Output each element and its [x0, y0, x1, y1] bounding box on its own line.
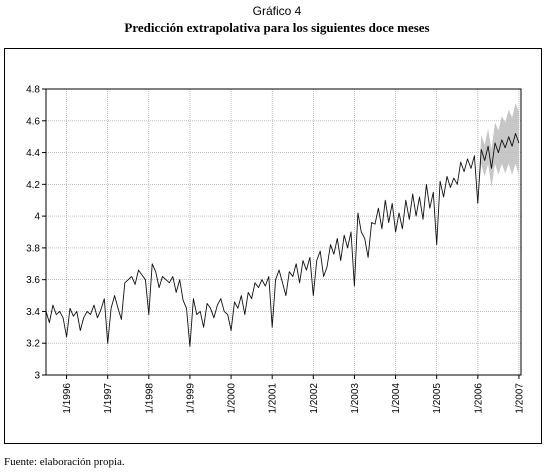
chart-canvas: 33.23.43.63.844.24.44.64.8 1/1996 1/1997 1… [26, 85, 525, 414]
x-tick-label: 1/2004 [391, 383, 402, 414]
y-tick-labels: 3 3.2 3.4 3.6 3.8 4 4.2 4.4 4.6 4.8 [26, 85, 40, 382]
x-tick-labels: 1/1996 1/1997 1/1998 1/1999 1/2000 1/2001 1/20… [62, 383, 525, 414]
x-tick-label: 1/2000 [227, 383, 238, 414]
x-tick-label: 1/1996 [62, 383, 73, 414]
x-tick-label: 1/2007 [514, 383, 525, 414]
x-tick-label: 1/2002 [309, 383, 320, 414]
x-tick-label: 1/1997 [103, 383, 114, 414]
x-tick-label: 1/1999 [185, 383, 196, 414]
series-layer [45, 133, 520, 347]
observed-series-line [45, 155, 479, 347]
x-tick-label: 1/1998 [144, 383, 155, 414]
y-tick-label: 3.8 [26, 243, 40, 254]
x-tick-label: 1/2003 [350, 383, 361, 414]
chart-frame: 3 3.2 3.4 3.6 3.8 4 4.2 4.4 4.6 4.8 1/1996 1/1997 1… [4, 48, 542, 444]
plot-area-border [45, 88, 522, 376]
confidence-band-layer [477, 103, 519, 204]
y-tick-label: 4.4 [26, 148, 40, 159]
forecast-confidence-band [477, 103, 519, 204]
source-note: Fuente: elaboración propia. [4, 456, 125, 468]
y-tick-label: 3.4 [26, 307, 40, 318]
y-tick-label: 4.8 [26, 85, 40, 96]
x-tick-label: 1/2006 [473, 383, 484, 414]
grid-layer [42, 88, 521, 379]
figure-title: Predicción extrapolativa para los siguie… [124, 20, 430, 35]
figure-label: Gráfico 4 [252, 4, 302, 18]
forecast-series-line [477, 133, 520, 204]
y-tick-label: 3.6 [26, 275, 40, 286]
y-tick-label: 4.2 [26, 180, 40, 191]
y-tick-label: 3.2 [26, 339, 40, 350]
y-tick-label: 3 [34, 371, 40, 382]
x-tick-label: 1/2001 [268, 383, 279, 414]
x-tick-label: 1/2005 [432, 383, 443, 414]
y-tick-label: 4 [34, 212, 40, 223]
y-tick-label: 4.6 [26, 116, 40, 127]
